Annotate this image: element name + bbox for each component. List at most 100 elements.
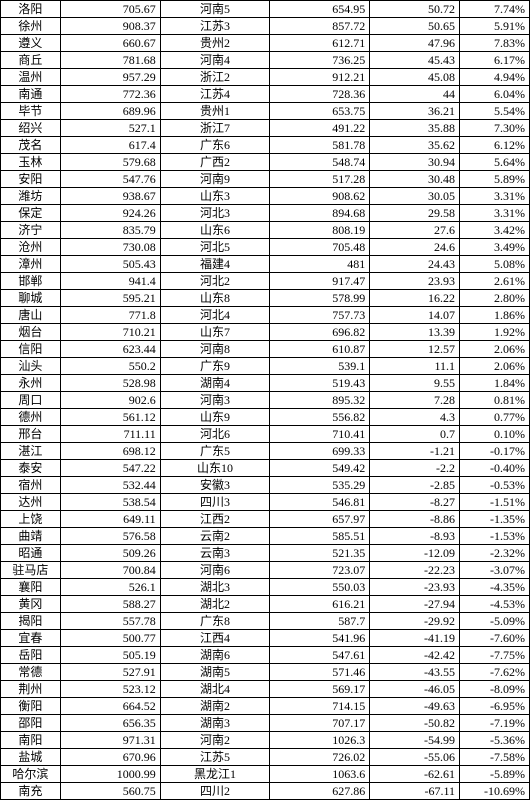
table-row: 哈尔滨1000.99黑龙江11063.6-62.61-5.89% <box>1 766 530 783</box>
table-row: 玉林579.68广西2548.7430.945.64% <box>1 154 530 171</box>
cell-v4: 2.06% <box>460 358 530 375</box>
cell-region: 江西4 <box>160 630 270 647</box>
table-row: 常德527.91湖南5571.46-43.55-7.62% <box>1 664 530 681</box>
cell-v1: 781.68 <box>60 52 160 69</box>
cell-v3: 16.22 <box>370 290 460 307</box>
cell-region: 山东8 <box>160 290 270 307</box>
cell-v3: -8.86 <box>370 511 460 528</box>
cell-v2: 547.61 <box>270 647 370 664</box>
cell-v1: 710.21 <box>60 324 160 341</box>
cell-v3: 35.62 <box>370 137 460 154</box>
cell-v1: 771.8 <box>60 307 160 324</box>
cell-city: 沧州 <box>1 239 61 256</box>
cell-v1: 527.91 <box>60 664 160 681</box>
cell-city: 聊城 <box>1 290 61 307</box>
cell-city: 济宁 <box>1 222 61 239</box>
cell-v3: 30.94 <box>370 154 460 171</box>
cell-region: 湖南2 <box>160 698 270 715</box>
cell-v2: 539.1 <box>270 358 370 375</box>
cell-city: 安阳 <box>1 171 61 188</box>
cell-v2: 546.81 <box>270 494 370 511</box>
cell-city: 永州 <box>1 375 61 392</box>
cell-region: 河北4 <box>160 307 270 324</box>
cell-region: 广西2 <box>160 154 270 171</box>
cell-city: 泰安 <box>1 460 61 477</box>
cell-v2: 917.47 <box>270 273 370 290</box>
cell-v2: 556.82 <box>270 409 370 426</box>
cell-v4: 1.86% <box>460 307 530 324</box>
cell-region: 湖南4 <box>160 375 270 392</box>
cell-v4: 0.81% <box>460 392 530 409</box>
cell-v3: -49.63 <box>370 698 460 715</box>
cell-v1: 835.79 <box>60 222 160 239</box>
cell-city: 南阳 <box>1 732 61 749</box>
cell-v3: 9.55 <box>370 375 460 392</box>
cell-city: 温州 <box>1 69 61 86</box>
cell-region: 河南9 <box>160 171 270 188</box>
cell-v2: 757.73 <box>270 307 370 324</box>
cell-v2: 517.28 <box>270 171 370 188</box>
cell-region: 广东5 <box>160 443 270 460</box>
cell-v3: -62.61 <box>370 766 460 783</box>
cell-city: 达州 <box>1 494 61 511</box>
cell-region: 四川3 <box>160 494 270 511</box>
cell-v1: 656.35 <box>60 715 160 732</box>
cell-v2: 550.03 <box>270 579 370 596</box>
table-row: 沧州730.08河北5705.4824.63.49% <box>1 239 530 256</box>
cell-city: 常德 <box>1 664 61 681</box>
cell-v3: -8.27 <box>370 494 460 511</box>
cell-city: 荆州 <box>1 681 61 698</box>
cell-v4: 0.77% <box>460 409 530 426</box>
cell-v4: -8.09% <box>460 681 530 698</box>
cell-region: 山东10 <box>160 460 270 477</box>
cell-v4: -7.19% <box>460 715 530 732</box>
cell-v1: 957.29 <box>60 69 160 86</box>
cell-region: 广东9 <box>160 358 270 375</box>
cell-v3: 11.1 <box>370 358 460 375</box>
cell-v1: 560.75 <box>60 783 160 800</box>
table-row: 南通772.36江苏4728.36446.04% <box>1 86 530 103</box>
cell-city: 哈尔滨 <box>1 766 61 783</box>
cell-city: 商丘 <box>1 52 61 69</box>
cell-region: 湖北2 <box>160 596 270 613</box>
cell-v2: 481 <box>270 256 370 273</box>
table-row: 宿州532.44安徽3535.29-2.85-0.53% <box>1 477 530 494</box>
cell-city: 宜春 <box>1 630 61 647</box>
cell-region: 贵州2 <box>160 35 270 52</box>
cell-city: 昭通 <box>1 545 61 562</box>
cell-v2: 808.19 <box>270 222 370 239</box>
cell-v3: 12.57 <box>370 341 460 358</box>
cell-v2: 571.46 <box>270 664 370 681</box>
cell-v1: 617.4 <box>60 137 160 154</box>
cell-city: 黄冈 <box>1 596 61 613</box>
cell-v2: 707.17 <box>270 715 370 732</box>
cell-v2: 578.99 <box>270 290 370 307</box>
table-row: 邵阳656.35湖南3707.17-50.82-7.19% <box>1 715 530 732</box>
cell-city: 邵阳 <box>1 715 61 732</box>
cell-v4: 5.89% <box>460 171 530 188</box>
cell-region: 湖南6 <box>160 647 270 664</box>
cell-city: 洛阳 <box>1 1 61 18</box>
cell-v4: -6.95% <box>460 698 530 715</box>
cell-v4: 1.92% <box>460 324 530 341</box>
cell-v4: -4.35% <box>460 579 530 596</box>
cell-city: 烟台 <box>1 324 61 341</box>
cell-city: 徐州 <box>1 18 61 35</box>
cell-region: 山东3 <box>160 188 270 205</box>
cell-v3: 50.65 <box>370 18 460 35</box>
cell-v1: 941.4 <box>60 273 160 290</box>
cell-city: 信阳 <box>1 341 61 358</box>
cell-city: 潍坊 <box>1 188 61 205</box>
cell-v1: 772.36 <box>60 86 160 103</box>
cell-v3: 23.93 <box>370 273 460 290</box>
cell-v1: 547.22 <box>60 460 160 477</box>
cell-v3: 0.7 <box>370 426 460 443</box>
cell-v2: 491.22 <box>270 120 370 137</box>
cell-v1: 1000.99 <box>60 766 160 783</box>
cell-v3: 45.08 <box>370 69 460 86</box>
cell-v1: 595.21 <box>60 290 160 307</box>
cell-v4: 3.42% <box>460 222 530 239</box>
table-row: 潍坊938.67山东3908.6230.053.31% <box>1 188 530 205</box>
cell-city: 保定 <box>1 205 61 222</box>
cell-v3: 29.58 <box>370 205 460 222</box>
